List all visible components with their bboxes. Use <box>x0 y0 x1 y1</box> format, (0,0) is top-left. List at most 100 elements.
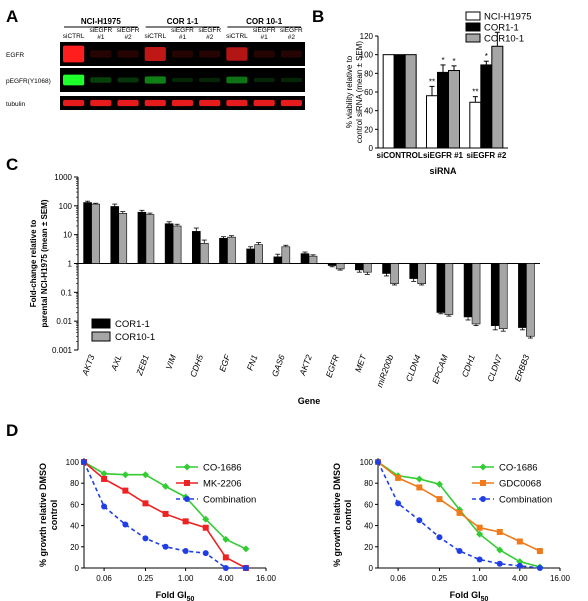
blot-lane-top-label: siEGFR <box>253 27 276 34</box>
y-tick-label: 20 <box>364 125 373 134</box>
y-tick-label: 0 <box>369 564 374 573</box>
fold-change-bar-chart: 0.001 0.01 0.1 1 10 100 1000 Fold-change relati… <box>29 173 540 406</box>
gene-tick-label: MET <box>353 353 369 374</box>
bar-nci-h1975 <box>426 95 438 149</box>
x-axis-title: siRNA <box>429 166 457 176</box>
bar-cor1-1 <box>409 263 419 279</box>
bar-cor1-1 <box>490 263 500 326</box>
data-point-mk-2206 <box>142 500 149 507</box>
gene-tick-label: CDH1 <box>460 353 477 378</box>
y-axis-title: Fold-change relative to parental NCI-H197… <box>29 199 49 327</box>
legend-label: COR10-1 <box>484 34 524 45</box>
legend-marker <box>183 463 191 471</box>
data-point-combination <box>496 560 503 567</box>
bar-cor1-1 <box>463 263 473 318</box>
panel-letter-d: D <box>6 421 18 440</box>
bar-cor10-1 <box>491 45 504 149</box>
data-point-mk-2206 <box>222 554 229 561</box>
data-point-combination <box>456 548 463 555</box>
data-point-combination <box>101 503 108 510</box>
y-tick-label: 0 <box>75 564 80 573</box>
blot-band <box>253 77 275 83</box>
data-point-gdc0068 <box>516 538 523 545</box>
western-blot-panel: NCI-H1975 COR 1-1 COR 10-1siCTRLsiEGFR#1si… <box>6 17 305 110</box>
data-point-co-1686 <box>141 471 149 479</box>
data-point-combination <box>416 517 423 524</box>
blot-row-label: pEGFR(Y1068) <box>6 78 51 85</box>
x-axis-title: Fold GI50 <box>450 590 489 601</box>
bar-cor10-1 <box>335 263 345 270</box>
significance-marker: * <box>485 52 488 61</box>
legend-swatch <box>465 22 481 32</box>
legend-label: COR1-1 <box>484 23 519 34</box>
blot-band <box>144 76 166 84</box>
x-tick-label: 0.06 <box>390 574 406 583</box>
blot-band <box>90 50 112 58</box>
bar-cor1-1 <box>110 206 120 264</box>
blot-lane-top-label: siEGFR <box>280 27 303 34</box>
blot-lane-top-label: siEGFR <box>198 27 221 34</box>
significance-marker: * <box>441 56 444 65</box>
gene-tick-label: EPCAM <box>430 352 450 385</box>
bar-cor10-1 <box>145 214 155 264</box>
data-point-combination <box>536 565 543 571</box>
bar-cor1-1 <box>137 211 147 264</box>
x-tick-label: 0.25 <box>432 574 448 583</box>
bar-nci-h1975 <box>469 101 482 149</box>
data-point-gdc0068 <box>536 548 543 555</box>
y-tick-label: 1 <box>68 260 73 269</box>
data-point-combination <box>182 548 189 555</box>
data-point-co-1686 <box>435 480 443 488</box>
blot-band <box>171 77 194 83</box>
data-point-combination <box>395 500 402 507</box>
data-point-mk-2206 <box>101 475 108 482</box>
bar-cor1-1 <box>164 223 174 264</box>
y-axis-title: % growth relative DMSOcontrol <box>332 463 353 567</box>
gene-tick-label: CDH5 <box>188 353 205 378</box>
blot-row-label: EGFR <box>6 52 24 59</box>
gene-tick-label: CLDN7 <box>485 353 504 383</box>
blot-lane-label: #1 <box>179 34 187 41</box>
data-point-combination <box>122 521 129 528</box>
bar-cor10-1 <box>471 263 481 325</box>
data-point-combination <box>242 565 249 571</box>
bar-cor10-1 <box>417 263 427 284</box>
bar-cor1-1 <box>83 202 92 264</box>
y-axis-title: % viability relative tocontrol siRNA (me… <box>345 41 364 144</box>
data-point-co-1686 <box>476 530 484 538</box>
legend-marker <box>480 496 486 502</box>
y-tick-label: 10 <box>63 231 72 240</box>
viability-bar-chart: 0 20 40 60 80 100 120% viability relative toco… <box>345 11 532 176</box>
data-point-combination <box>142 535 149 542</box>
blot-band <box>199 99 221 107</box>
y-tick-label: 60 <box>364 88 373 97</box>
x-axis-title: Fold GI50 <box>156 590 195 601</box>
gene-tick-label: VIM <box>163 352 178 370</box>
gene-tick-label: EGFR <box>324 353 341 379</box>
gene-tick-label: FN1 <box>245 353 260 372</box>
blot-band <box>117 77 139 83</box>
y-tick-label: 120 <box>360 32 374 41</box>
panel-letter-b: B <box>312 7 324 26</box>
panel-letter-c: C <box>6 155 18 174</box>
x-tick-label: 4.00 <box>218 574 234 583</box>
y-tick-label: 1000 <box>54 173 72 182</box>
blot-band <box>144 99 166 107</box>
x-tick-label: 4.00 <box>512 574 528 583</box>
y-tick-label: 20 <box>364 543 373 552</box>
bar-cor10-1 <box>227 236 236 264</box>
y-tick-label: 80 <box>70 479 79 488</box>
gene-tick-label: ZEB1 <box>134 353 151 378</box>
gene-tick-label: AKT3 <box>79 353 96 378</box>
data-point-combination <box>81 459 87 465</box>
blot-lane-top-label: siEGFR <box>117 27 140 34</box>
x-tick-label: 0.06 <box>96 574 112 583</box>
blot-band <box>117 99 139 107</box>
data-point-gdc0068 <box>416 484 423 491</box>
gene-tick-label: miR200b <box>374 353 395 389</box>
bar-cor10-1 <box>254 244 263 264</box>
bar-cor1-1 <box>480 64 493 149</box>
y-tick-label: 0.001 <box>52 346 73 355</box>
bar-cor1-1 <box>273 256 283 264</box>
